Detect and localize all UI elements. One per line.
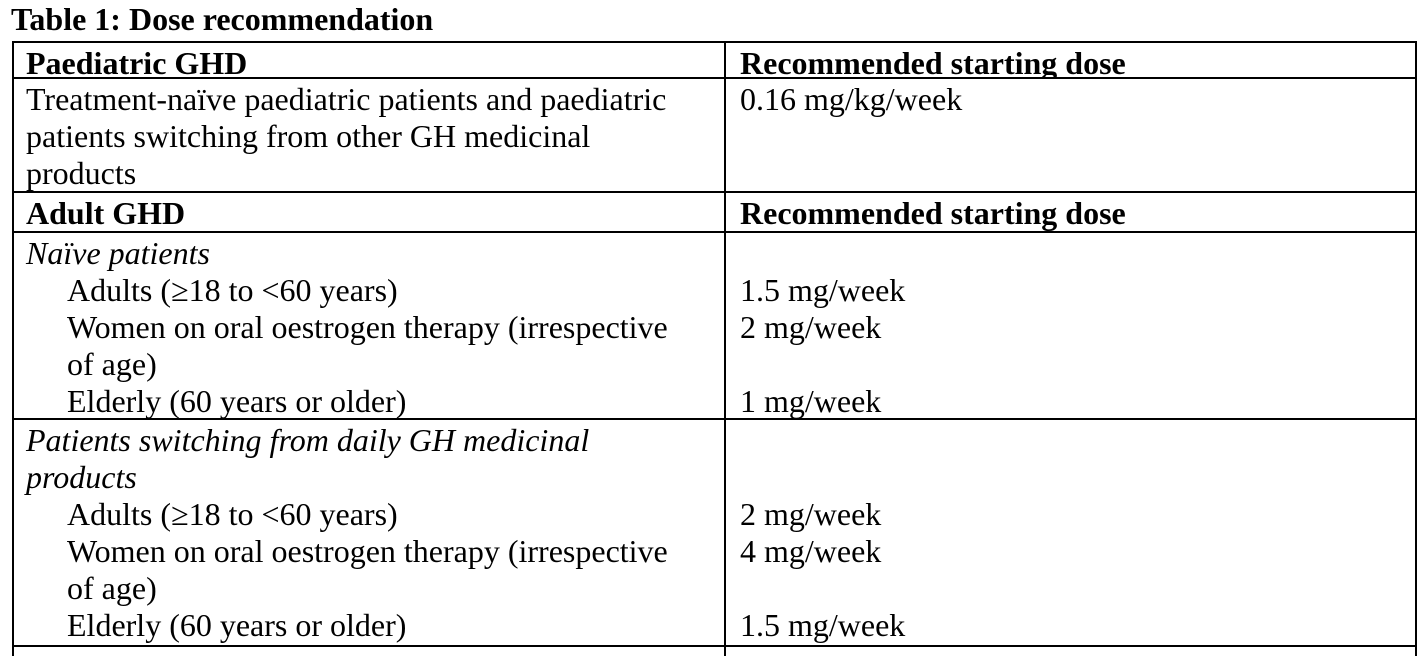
cell-category [14,647,726,656]
cell-dose: Recommended starting dose [740,45,1126,77]
category-line: products [26,459,137,495]
dose-line [740,422,1407,459]
dose-line [740,570,1407,607]
cell-dose: 2 mg/week 4 mg/week 1.5 mg/week [726,420,1415,645]
table-header-row: Adult GHD Recommended starting dose [14,193,1415,233]
cell-dose: Recommended starting dose [740,195,1126,231]
dose-line: 2 mg/week [740,496,882,532]
cell-category: Patients switching from daily GH medicin… [14,420,726,645]
category-line: Treatment-naïve paediatric patients and … [26,81,667,117]
cell-category: Adult GHD [14,193,726,231]
dose-line: 1.5 mg/week [740,272,906,308]
table-row: Patients switching from daily GH medicin… [14,420,1415,647]
cell-category: Paediatric GHD [14,43,726,77]
table-header-row: Paediatric GHD Recommended starting dose [14,43,1415,79]
category-line: Naïve patients [26,235,210,271]
table-row: Treatment-naïve paediatric patients and … [14,79,1415,193]
dose-line: 1 mg/week [740,383,882,418]
table-title: Table 1: Dose recommendation [11,1,434,37]
category-line: Adults (≥18 to <60 years) [67,272,398,308]
cell-dose [726,647,1415,656]
dose-table: Paediatric GHD Recommended starting dose T… [12,41,1417,656]
dose-line: 4 mg/week [740,533,882,569]
category-line: of age) [67,570,157,606]
category-line: Patients switching from daily GH medicin… [26,422,590,458]
dose-line: 0.16 mg/kg/week [740,81,963,117]
cell-category: Treatment-naïve paediatric patients and … [14,79,726,191]
table-row: Naïve patients Adults (≥18 to <60 years) W… [14,233,1415,420]
category-line: Adults (≥18 to <60 years) [67,496,398,532]
cell-dose: 1.5 mg/week 2 mg/week 1 mg/week [726,233,1415,418]
category-line: patients switching from other GH medicin… [26,118,591,154]
dose-line: 2 mg/week [740,309,882,345]
category-line: Women on oral oestrogen therapy (irrespe… [67,309,668,345]
dose-line [740,235,1407,272]
dose-line [740,346,1407,383]
dose-line [740,459,1407,496]
category-line: Women on oral oestrogen therapy (irrespe… [67,533,668,569]
cell-category: Naïve patients Adults (≥18 to <60 years) W… [14,233,726,418]
category-line: Elderly (60 years or older) [67,383,407,418]
table-row-cutoff [14,647,1415,656]
dose-line: 1.5 mg/week [740,607,906,643]
cell-dose: 0.16 mg/kg/week [726,79,1415,191]
category-line: of age) [67,346,157,382]
category-line: products [26,155,137,191]
category-line: Elderly (60 years or older) [67,607,407,643]
